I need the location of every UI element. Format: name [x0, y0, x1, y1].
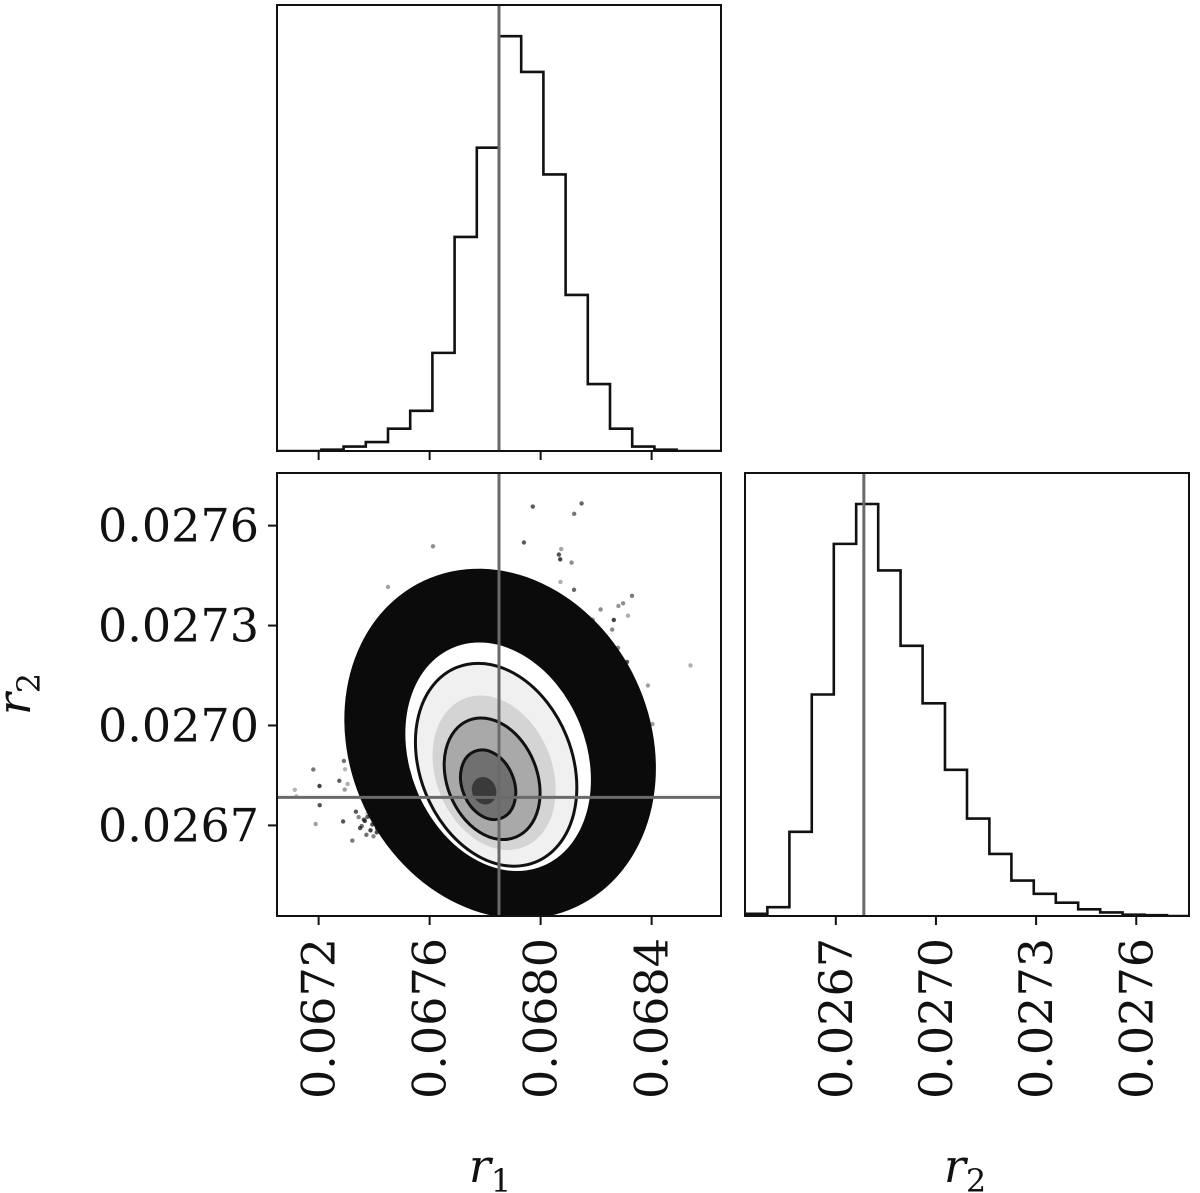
y-tick-label: 0.0267: [98, 798, 259, 852]
scatter-point: [350, 838, 355, 843]
r2-histogram-panel: [744, 472, 1190, 925]
hist_r2-bin: [923, 703, 945, 916]
scatter-point: [629, 593, 635, 598]
hist_r1-bin: [477, 148, 499, 451]
hist_r1-bin: [566, 295, 588, 451]
x-tick-label-r1: 0.0672: [292, 938, 346, 1099]
scatter-point: [364, 832, 369, 837]
hist_r1-bin: [388, 429, 410, 451]
scatter-point: [558, 557, 563, 562]
scatter-point: [267, 834, 271, 838]
hist_r2-frame: [744, 472, 1190, 917]
y-tick-label: 0.0276: [98, 499, 259, 553]
y-tick-label: 0.0270: [98, 698, 259, 752]
scatter-point: [650, 721, 655, 727]
scatter-point: [317, 783, 322, 789]
scatter-point: [371, 834, 376, 839]
r1-histogram-panel: [276, 4, 722, 460]
x-tick-label-r1: 0.0680: [514, 938, 568, 1099]
hist_r1-bin: [499, 36, 521, 451]
joint-frame: [276, 472, 722, 917]
scatter-point: [341, 758, 347, 764]
scatter-point: [385, 584, 391, 590]
scatter-point: [610, 627, 615, 632]
scatter-point: [430, 544, 436, 549]
scatter-point: [361, 817, 366, 822]
scatter-point: [620, 601, 626, 606]
scatter-point: [313, 821, 318, 827]
hist_r1-bin: [366, 442, 388, 451]
y-axis-label-r2: r2: [0, 673, 48, 715]
scatter-point: [342, 767, 348, 772]
scatter-point: [558, 579, 563, 585]
r1-r2-joint-panel: [267, 472, 722, 925]
scatter-point: [292, 787, 297, 792]
hist_r2-bin: [967, 819, 989, 916]
x-tick-label-r2: 0.0273: [1009, 938, 1063, 1099]
hist_r1-bin: [610, 429, 632, 451]
scatter-point: [625, 613, 631, 618]
scatter-point: [569, 560, 574, 565]
scatter-point: [345, 781, 350, 787]
hist_r2-bin: [989, 854, 1011, 916]
x-axis-label-r1: r1: [469, 1139, 511, 1193]
y-tick-label: 0.0273: [98, 599, 259, 653]
hist_r2-bin: [856, 504, 878, 916]
scatter-point: [353, 809, 359, 814]
axis-labels: r1 r2 r2: [0, 673, 986, 1193]
scatter-point: [598, 607, 603, 612]
scatter-point: [337, 778, 342, 783]
hist_r1-bin: [521, 72, 543, 451]
scatter-point: [572, 511, 577, 516]
x-axis-label-r2: r2: [944, 1139, 986, 1193]
hist_r2-step: [745, 502, 1189, 916]
hist_r1-bin: [432, 353, 454, 451]
scatter-point: [359, 823, 364, 829]
hist_r2-bin: [901, 646, 923, 916]
scatter-point: [317, 803, 322, 808]
x-tick-label-r1: 0.0676: [403, 938, 457, 1099]
scatter-point: [688, 663, 693, 668]
tick-labels: 0.0267 0.0270 0.0273 0.0276 0.0672 0.0676 0.06…: [98, 499, 1163, 1099]
scatter-point: [342, 787, 347, 792]
hist_r2-bin: [1011, 881, 1033, 916]
x-tick-label-r2: 0.0267: [809, 938, 863, 1099]
x-tick-label-r2: 0.0270: [909, 938, 963, 1099]
scatter-point: [556, 552, 562, 557]
hist_r1-frame: [276, 4, 722, 452]
scatter-point: [311, 767, 316, 772]
x-tick-label-r2: 0.0276: [1109, 938, 1163, 1099]
hist_r2-bin: [812, 695, 834, 917]
hist_r2-bin: [834, 544, 856, 916]
x-tick-label-r1: 0.0684: [625, 938, 679, 1099]
scatter-point: [559, 546, 564, 552]
scatter-point: [368, 828, 373, 833]
hist_r2-bin: [789, 832, 811, 916]
hist_r2-bin: [1034, 894, 1056, 916]
scatter-point: [571, 587, 577, 592]
scatter-point: [579, 501, 584, 506]
scatter-point: [530, 504, 535, 509]
scatter-point: [645, 683, 651, 688]
hist_r2-bin: [1056, 903, 1078, 916]
hist_r2-bin: [767, 907, 789, 916]
hist_r1-bin: [455, 237, 477, 451]
hist_r2-bin: [945, 770, 967, 916]
scatter-point: [521, 540, 527, 545]
hist_r1-bin: [588, 384, 610, 451]
scatter-point: [356, 814, 361, 820]
hist_r1-bin: [410, 411, 432, 451]
scatter-point: [616, 603, 621, 609]
scatter-point: [340, 819, 346, 824]
hist_r2-bin: [878, 570, 900, 916]
hist_r1-bin: [543, 174, 565, 451]
scatter-point: [611, 617, 616, 623]
